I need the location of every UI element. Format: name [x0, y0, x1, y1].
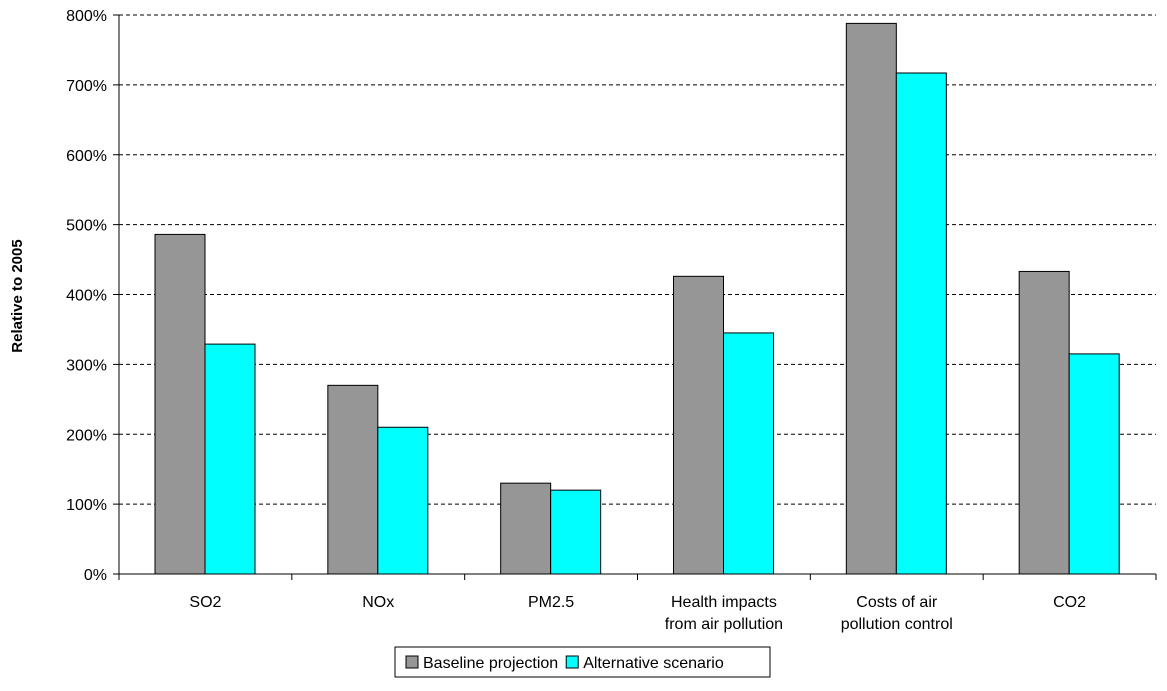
x-tick-label: Costs of air pollution control [841, 594, 953, 633]
legend: Baseline projection Alternative scenario [394, 646, 771, 678]
y-tick-label: 200% [66, 427, 107, 444]
y-tick-labels: 0% 100% 200% 300% 400% 500% 600% 700% 800% [66, 8, 107, 584]
bar-baseline [500, 482, 552, 575]
y-tick-label: 300% [66, 357, 107, 374]
bar-alternative [895, 72, 947, 575]
y-tick-label: 800% [66, 8, 107, 25]
axes [113, 14, 1157, 580]
legend-label: Alternative scenario [583, 655, 724, 672]
bar-baseline [845, 22, 897, 575]
legend-label: Baseline projection [423, 655, 558, 672]
bar-baseline [327, 384, 379, 575]
y-tick-label: 100% [66, 497, 107, 514]
bar-baseline [1018, 270, 1070, 575]
bar-alternative [377, 426, 429, 575]
bar-alternative [723, 332, 774, 575]
bar-alternative [1068, 353, 1120, 575]
x-tick-label: Health impacts from air pollution [665, 594, 783, 633]
x-tick-label: SO2 [189, 594, 221, 611]
bar-baseline [154, 233, 206, 575]
legend-swatch [405, 655, 419, 669]
x-tick-label: PM2.5 [528, 594, 574, 611]
legend-box [394, 646, 771, 678]
y-tick-label: 700% [66, 78, 107, 95]
x-tick-label: NOx [362, 594, 394, 611]
x-tick-labels: SO2 NOx PM2.5 Health impacts from air pollut… [189, 594, 1086, 633]
bars [154, 22, 1120, 575]
y-axis-title: Relative to 2005 [9, 239, 26, 352]
y-tick-label: 0% [84, 567, 107, 584]
y-tick-label: 600% [66, 148, 107, 165]
bar-alternative [550, 489, 602, 575]
y-tick-label: 400% [66, 288, 107, 305]
gridlines [119, 14, 1156, 505]
bar-baseline [673, 275, 724, 575]
y-tick-label: 500% [66, 218, 107, 235]
x-tick-label: CO2 [1053, 594, 1086, 611]
legend-swatch [565, 655, 579, 669]
bar-alternative [204, 343, 256, 575]
